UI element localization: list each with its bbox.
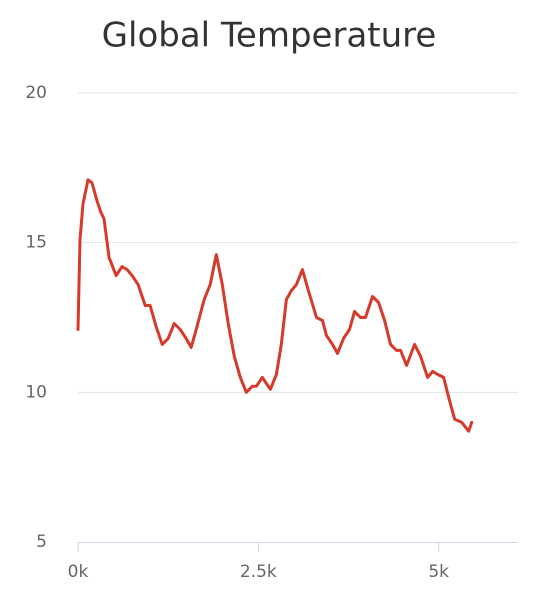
x-tick-label: 0k [68, 562, 89, 582]
y-tick-label: 10 [25, 382, 47, 402]
x-tick-label: 5k [428, 562, 449, 582]
y-tick-label: 15 [25, 233, 47, 253]
data-line [76, 178, 474, 433]
y-tick-label: 20 [25, 83, 47, 103]
x-tick-label: 2.5k [240, 562, 277, 582]
chart-title: Global Temperature [102, 16, 437, 56]
y-tick-label: 5 [36, 532, 47, 552]
